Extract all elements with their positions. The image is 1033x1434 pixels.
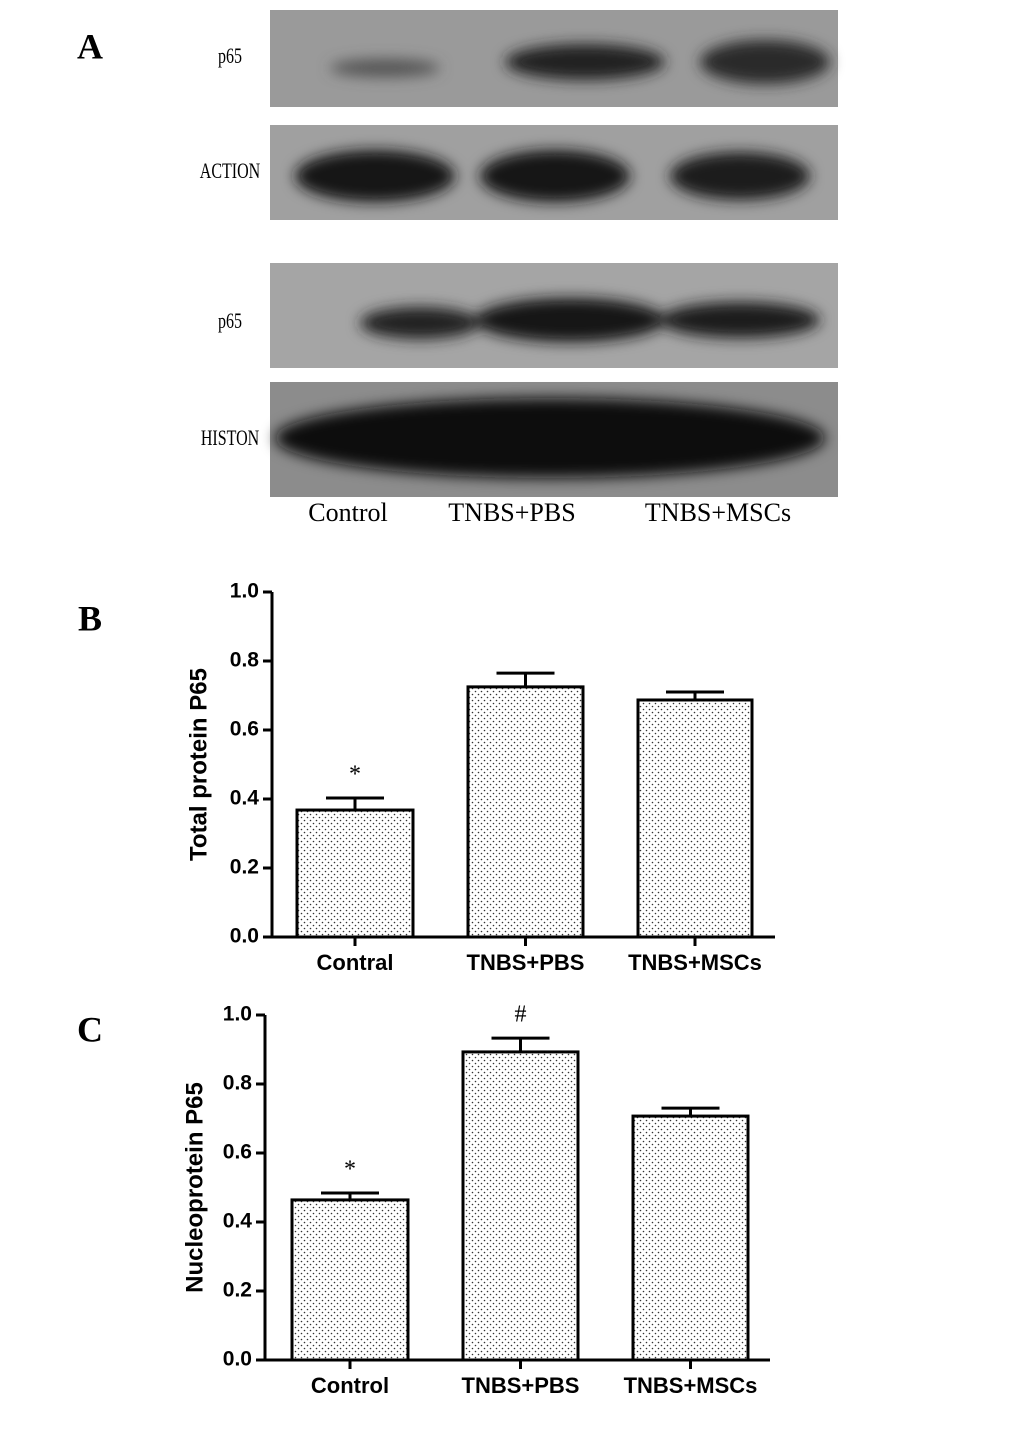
panel-label: B (78, 598, 102, 638)
y-tick-label: 0.8 (223, 1072, 253, 1095)
significance-mark: * (349, 761, 361, 787)
y-tick-label: 0.8 (230, 649, 260, 672)
blot-row-label: p65 (218, 45, 242, 69)
blot-lane-label: TNBS+PBS (448, 498, 575, 527)
blot-row-label: ACTION (200, 160, 260, 184)
blot-row-label: p65 (218, 310, 242, 334)
bar (290, 1198, 410, 1362)
significance-mark: * (344, 1157, 356, 1183)
y-tick-label: 0.2 (223, 1279, 252, 1302)
y-tick-label: 0.0 (230, 925, 259, 948)
x-tick-label: Control (311, 1373, 389, 1398)
bar (636, 698, 754, 939)
x-tick-label: TNBS+MSCs (628, 950, 762, 975)
y-axis-label: Nucleoprotein P65 (181, 1082, 208, 1293)
y-tick-label: 1.0 (223, 1003, 252, 1026)
significance-mark: # (515, 1002, 527, 1028)
blot-lane-label: TNBS+MSCs (645, 498, 791, 527)
y-axis-label: Total protein P65 (185, 668, 212, 861)
blot-row-label: HISTON (201, 427, 259, 451)
y-tick-label: 0.6 (223, 1141, 252, 1164)
blot-lane-label: Control (308, 498, 387, 527)
y-tick-label: 0.0 (223, 1348, 252, 1371)
y-tick-label: 0.4 (230, 787, 260, 810)
x-tick-label: TNBS+MSCs (624, 1373, 758, 1398)
y-tick-label: 0.4 (223, 1210, 253, 1233)
bar (295, 808, 415, 939)
y-tick-label: 1.0 (230, 580, 259, 603)
bar (461, 1050, 580, 1362)
panel-label: A (77, 26, 103, 66)
blot-image (262, 10, 840, 528)
x-tick-label: Contral (317, 950, 394, 975)
bar (466, 685, 585, 939)
y-tick-label: 0.2 (230, 856, 259, 879)
x-tick-label: TNBS+PBS (467, 950, 585, 975)
y-tick-label: 0.6 (230, 718, 259, 741)
panel-label: C (77, 1009, 103, 1049)
bar (631, 1114, 750, 1362)
x-tick-label: TNBS+PBS (462, 1373, 580, 1398)
